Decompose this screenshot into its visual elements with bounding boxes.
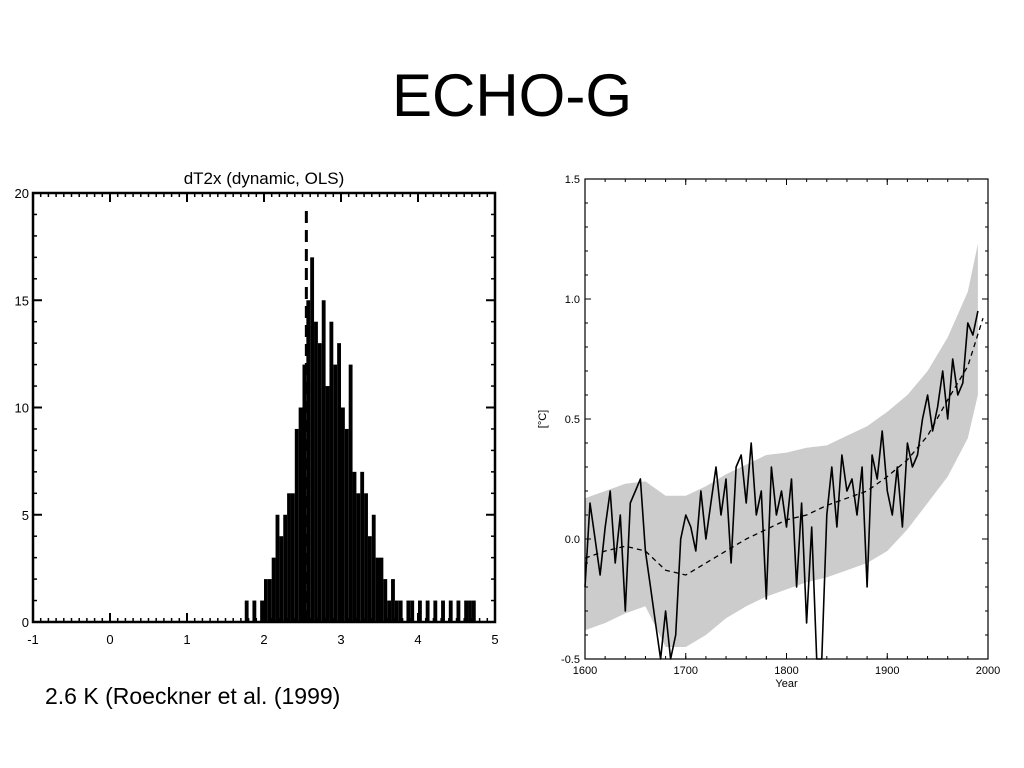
- histogram-chart: dT2x (dynamic, OLS) -1 0 1 2 3 4 5 0 5 10 15 20: [15, 169, 499, 647]
- y-tick-label: 20: [15, 186, 29, 201]
- histogram-bar: [433, 600, 438, 622]
- histogram-bar: [456, 600, 461, 622]
- histogram-bar: [290, 493, 295, 622]
- x-tick-label: 2000: [976, 665, 1000, 677]
- x-tick-label: 4: [414, 632, 421, 647]
- y-tick-label: 0.0: [565, 534, 580, 546]
- histogram-bar: [252, 600, 257, 622]
- histogram-bar: [367, 536, 372, 622]
- y-tick-label: 0: [22, 615, 29, 630]
- x-tick-label: 1700: [674, 665, 698, 677]
- histogram-bar: [294, 428, 299, 622]
- y-tick-label: 0.5: [565, 414, 580, 426]
- uncertainty-band: [585, 243, 978, 648]
- solid-series-line: [584, 310, 979, 660]
- histogram-bar: [468, 600, 472, 622]
- slide-caption: 2.6 K (Roeckner et al. (1999): [45, 683, 341, 709]
- histogram-bar: [387, 600, 392, 622]
- y-tick-label: -0.5: [561, 654, 580, 666]
- histogram-bar: [306, 300, 311, 622]
- histogram-bar: [398, 600, 403, 622]
- histogram-bar: [244, 600, 249, 622]
- histogram-bar: [333, 364, 338, 622]
- histogram-bar: [267, 579, 272, 622]
- histogram-bar: [410, 600, 415, 622]
- histogram-bar: [341, 407, 345, 622]
- histogram-bar: [371, 514, 376, 622]
- histogram-bar: [271, 557, 276, 622]
- histogram-bar: [360, 471, 365, 622]
- dashed-series-line: [584, 318, 984, 576]
- histogram-bar: [260, 600, 264, 622]
- x-tick-label: 1: [183, 632, 190, 647]
- histogram-bar: [394, 600, 399, 622]
- histogram-bar: [448, 600, 453, 622]
- slide-title: ECHO-G: [392, 62, 632, 129]
- histogram-bar: [348, 364, 353, 622]
- histogram-bar: [418, 600, 422, 622]
- chart-title: dT2x (dynamic, OLS): [184, 169, 345, 188]
- histogram-bar: [298, 407, 303, 622]
- y-axis-label: [°C]: [537, 410, 549, 428]
- x-tick-label: 5: [491, 632, 498, 647]
- histogram-bar: [464, 600, 469, 622]
- histogram-bar: [379, 557, 384, 622]
- y-tick-label: 1.5: [565, 174, 580, 186]
- histogram-bar: [425, 600, 430, 622]
- histogram-bar: [337, 343, 341, 622]
- x-axis-label: Year: [775, 678, 798, 690]
- y-tick-label: 1.0: [565, 294, 580, 306]
- histogram-bar: [356, 493, 361, 622]
- histogram-bar: [283, 514, 288, 622]
- histogram-bar: [279, 536, 284, 622]
- timeseries-chart: 1600 1700 1800 1900 2000 -0.5 0.0 0.5 1.0 1.5 Year…: [537, 174, 1000, 690]
- x-tick-label: 0: [106, 632, 113, 647]
- histogram-bar: [329, 321, 334, 622]
- histogram-bar: [391, 579, 395, 622]
- plot-frame: [31, 191, 497, 624]
- histogram-bar: [317, 343, 322, 622]
- histogram-bar: [364, 493, 368, 622]
- histogram-bar: [310, 257, 315, 622]
- y-tick-label: 5: [22, 508, 29, 523]
- histogram-bar: [375, 557, 380, 622]
- x-tick-label: 2: [260, 632, 267, 647]
- histogram-bar: [314, 321, 318, 622]
- x-tick-label: 3: [337, 632, 344, 647]
- y-tick-label: 15: [15, 293, 29, 308]
- histogram-bar: [352, 471, 357, 622]
- x-tick-label: 1800: [774, 665, 798, 677]
- histogram-bar: [344, 428, 349, 622]
- histogram-bar: [287, 493, 291, 622]
- histogram-bar: [325, 386, 330, 622]
- histogram-bar: [264, 579, 268, 622]
- histogram-bar: [321, 300, 326, 622]
- y-tick-label: 10: [15, 401, 29, 416]
- x-tick-label: 1900: [875, 665, 899, 677]
- histogram-bar: [471, 600, 476, 622]
- histogram-bar: [302, 364, 307, 622]
- histogram-bar: [406, 600, 411, 622]
- histogram-bar: [275, 514, 280, 622]
- histogram-bar: [383, 579, 388, 622]
- x-tick-label: 1600: [573, 665, 597, 677]
- x-tick-label: -1: [27, 632, 39, 647]
- histogram-bar: [441, 600, 445, 622]
